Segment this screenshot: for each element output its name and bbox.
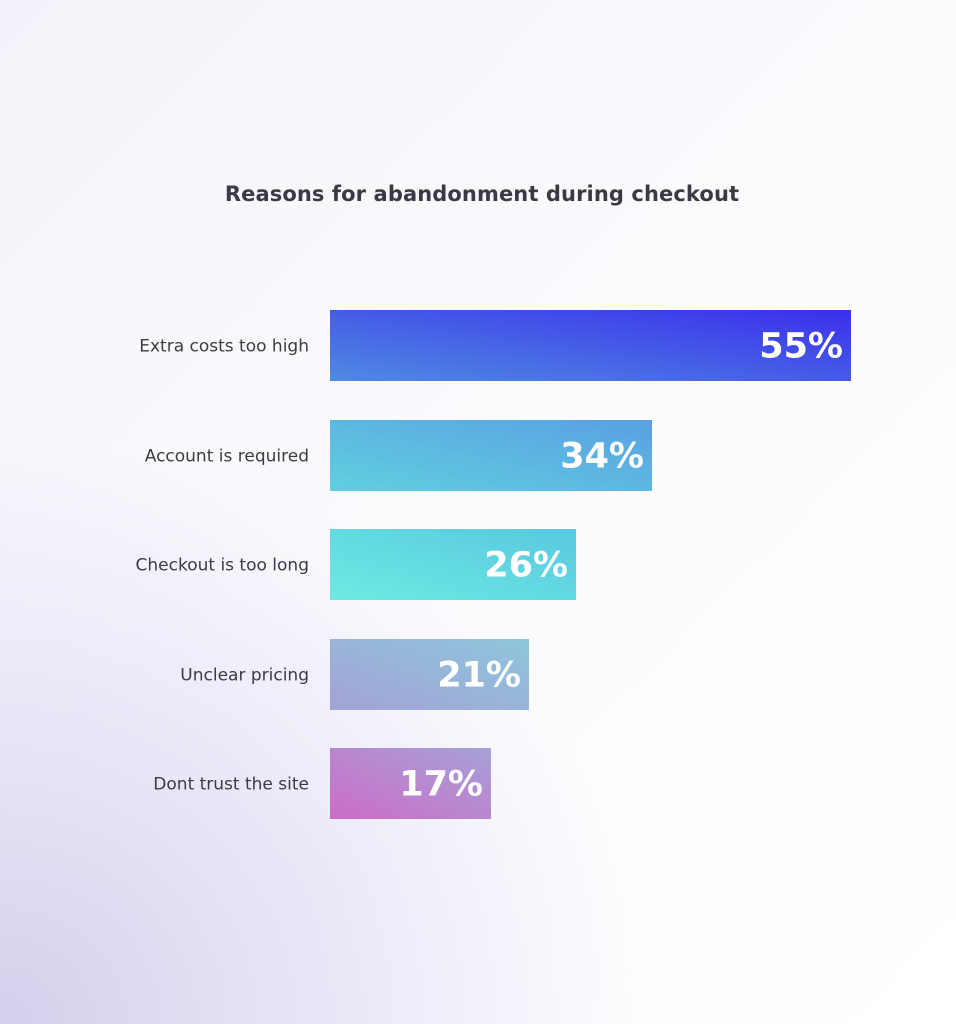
- bar-1: [330, 310, 851, 381]
- bar-3: [330, 529, 576, 600]
- value-label: 17%: [399, 765, 483, 805]
- bar-4: [330, 639, 529, 710]
- value-label: 21%: [437, 656, 521, 696]
- value-label: 34%: [560, 437, 644, 477]
- bars-group: Extra costs too high 55% Account is requir…: [136, 310, 851, 819]
- chart-title: Reasons for abandonment during checkout: [224, 182, 740, 206]
- category-label: Checkout is too long: [136, 556, 309, 576]
- value-label: 55%: [759, 327, 843, 367]
- category-label: Unclear pricing: [180, 666, 309, 686]
- category-label: Extra costs too high: [139, 337, 309, 357]
- bar-2: [330, 420, 652, 491]
- value-label: 26%: [484, 546, 568, 586]
- bar-5: [330, 748, 491, 819]
- category-label: Dont trust the site: [153, 775, 309, 795]
- category-label: Account is required: [145, 447, 309, 467]
